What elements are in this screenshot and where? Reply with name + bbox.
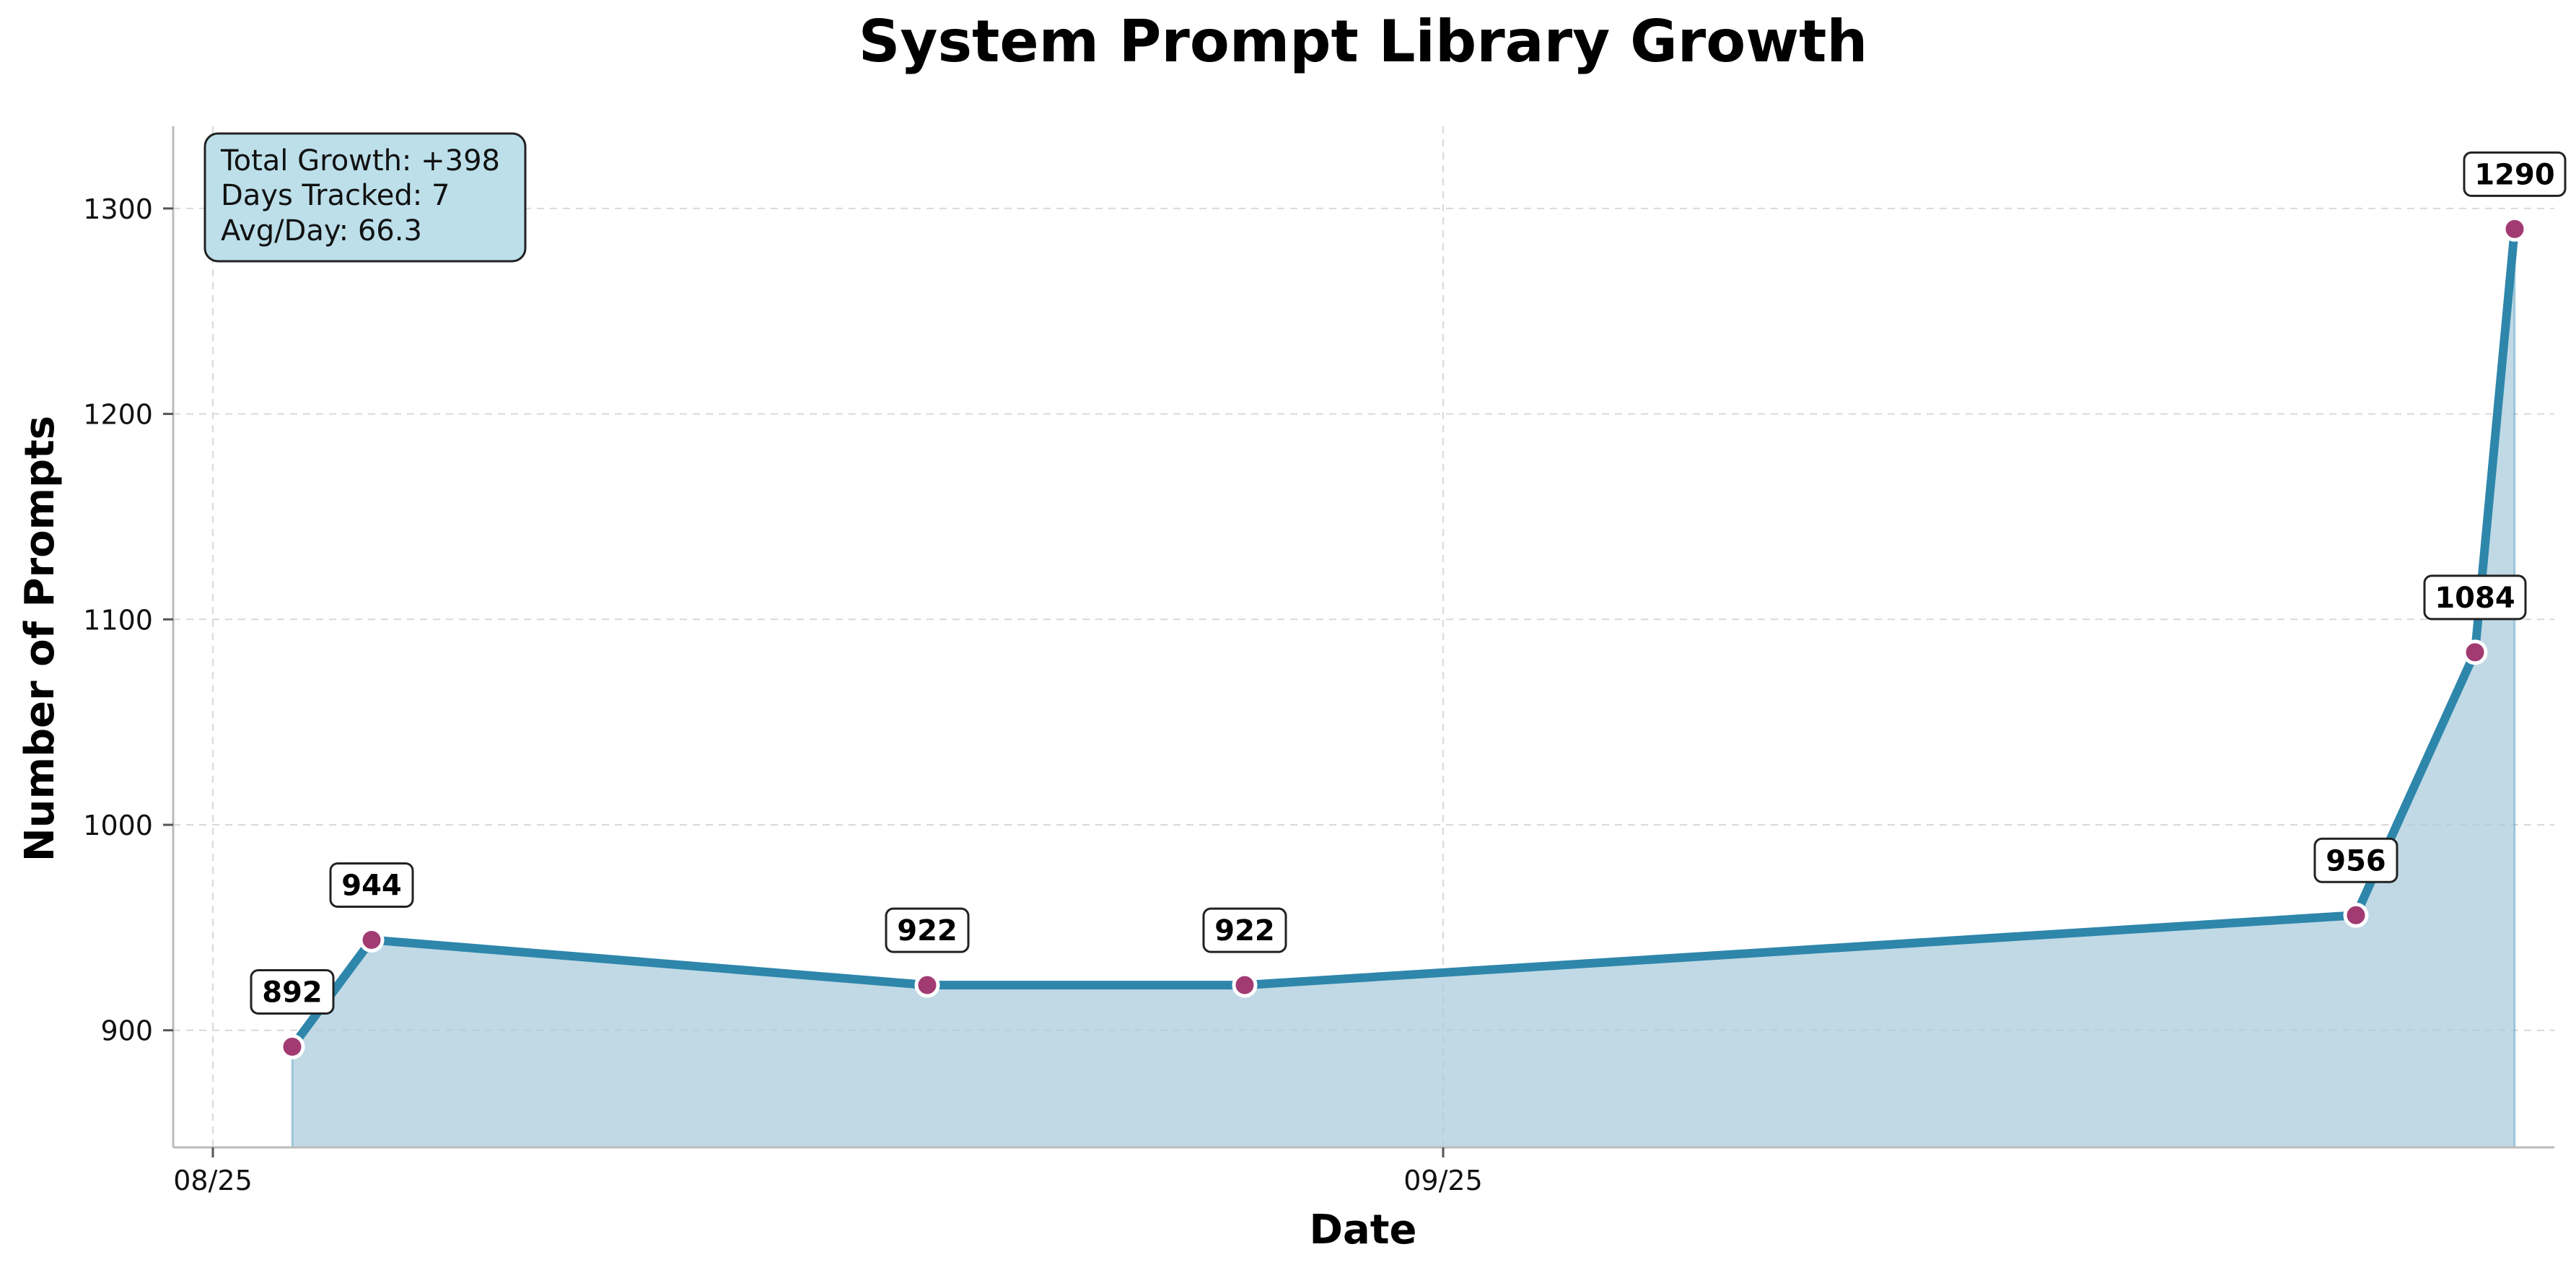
- data-label-4: 956: [2313, 837, 2398, 883]
- line-layer: [288, 224, 2519, 1051]
- data-label-box-2: [885, 907, 970, 953]
- data-label-text-5: 1084: [2435, 582, 2515, 615]
- data-label-text-3: 922: [1214, 914, 1275, 947]
- x-tick-label-1: 09/25: [1403, 1165, 1483, 1196]
- stats-box-background: [203, 132, 527, 263]
- data-label-5: 1084: [2423, 574, 2527, 621]
- labels-layer: 892 944 922 922 956 1084 1290: [250, 151, 2567, 1015]
- y-axis-label: Number of Prompts: [17, 416, 63, 862]
- y-tick-label-4: 1300: [83, 193, 153, 225]
- data-label-1: 944: [329, 862, 414, 908]
- stats-line-total-growth: Total Growth: +398: [220, 144, 500, 178]
- data-point-4: [2343, 902, 2369, 928]
- stats-line-avg-per-day: Avg/Day: 66.3: [221, 214, 422, 248]
- x-tick-label-0: 08/25: [173, 1165, 253, 1196]
- data-label-0: 892: [250, 968, 335, 1015]
- data-label-box-1: [329, 862, 414, 908]
- data-point-3: [1232, 972, 1258, 998]
- area-fill: [291, 229, 2516, 1149]
- data-label-text-6: 1290: [2474, 158, 2554, 191]
- y-tick-label-1: 1000: [83, 810, 153, 841]
- data-point-0: [279, 1033, 305, 1059]
- data-label-box-6: [2463, 151, 2567, 197]
- data-point-5: [2462, 639, 2488, 665]
- chart-title: System Prompt Library Growth: [859, 8, 1868, 75]
- data-label-text-2: 922: [897, 914, 958, 947]
- series-line: [288, 224, 2519, 1051]
- x-axis-label: Date: [1309, 1207, 1416, 1253]
- ticks-layer: 900 1000 1100 1200 1300 08/25 09/25: [83, 193, 1482, 1196]
- data-label-text-0: 892: [262, 976, 323, 1009]
- axes-layer: [172, 126, 2554, 1149]
- y-tick-label-0: 900: [100, 1015, 153, 1047]
- data-label-box-4: [2313, 837, 2398, 883]
- data-point-6: [2502, 216, 2528, 242]
- data-point-1: [359, 927, 385, 953]
- data-label-text-1: 944: [341, 869, 402, 902]
- stats-box: Total Growth: +398 Days Tracked: 7 Avg/D…: [203, 132, 527, 263]
- y-tick-label-2: 1100: [83, 604, 153, 636]
- stats-line-days-tracked: Days Tracked: 7: [221, 179, 450, 212]
- data-label-box-5: [2423, 574, 2527, 621]
- area-layer: [291, 229, 2516, 1149]
- data-label-box-0: [250, 968, 335, 1015]
- data-label-box-3: [1202, 907, 1287, 953]
- y-tick-label-3: 1200: [83, 399, 153, 431]
- points-layer: [279, 216, 2528, 1059]
- data-label-3: 922: [1202, 907, 1287, 953]
- data-label-2: 922: [885, 907, 970, 953]
- data-label-text-4: 956: [2326, 844, 2386, 877]
- data-label-6: 1290: [2463, 151, 2567, 197]
- data-point-2: [914, 972, 940, 998]
